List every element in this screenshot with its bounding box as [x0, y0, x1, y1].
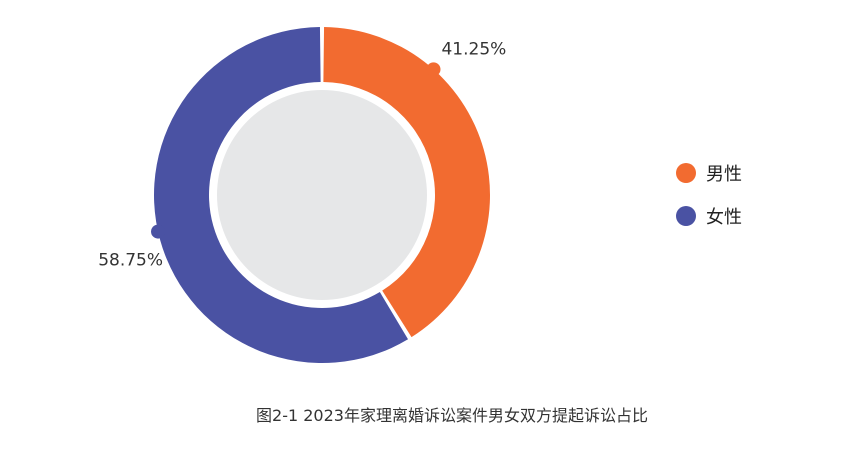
legend-swatch-male — [676, 163, 696, 183]
label-marker-male — [426, 62, 441, 77]
slice-male — [323, 27, 491, 338]
slices — [154, 27, 491, 363]
legend-swatch-female — [676, 206, 696, 226]
label-marker-female — [151, 224, 166, 239]
donut-hole — [217, 90, 427, 300]
legend-label-female: 女性 — [706, 207, 742, 228]
chart-title: 图2-1 2023年家理离婚诉讼案件男女双方提起诉讼占比 — [256, 406, 648, 425]
legend-label-male: 男性 — [706, 164, 742, 185]
data-label-male: 41.25% — [441, 39, 506, 59]
slice-female — [154, 27, 409, 363]
data-label-female: 58.75% — [98, 251, 163, 271]
data-labels: 41.25% 58.75% — [98, 39, 506, 270]
